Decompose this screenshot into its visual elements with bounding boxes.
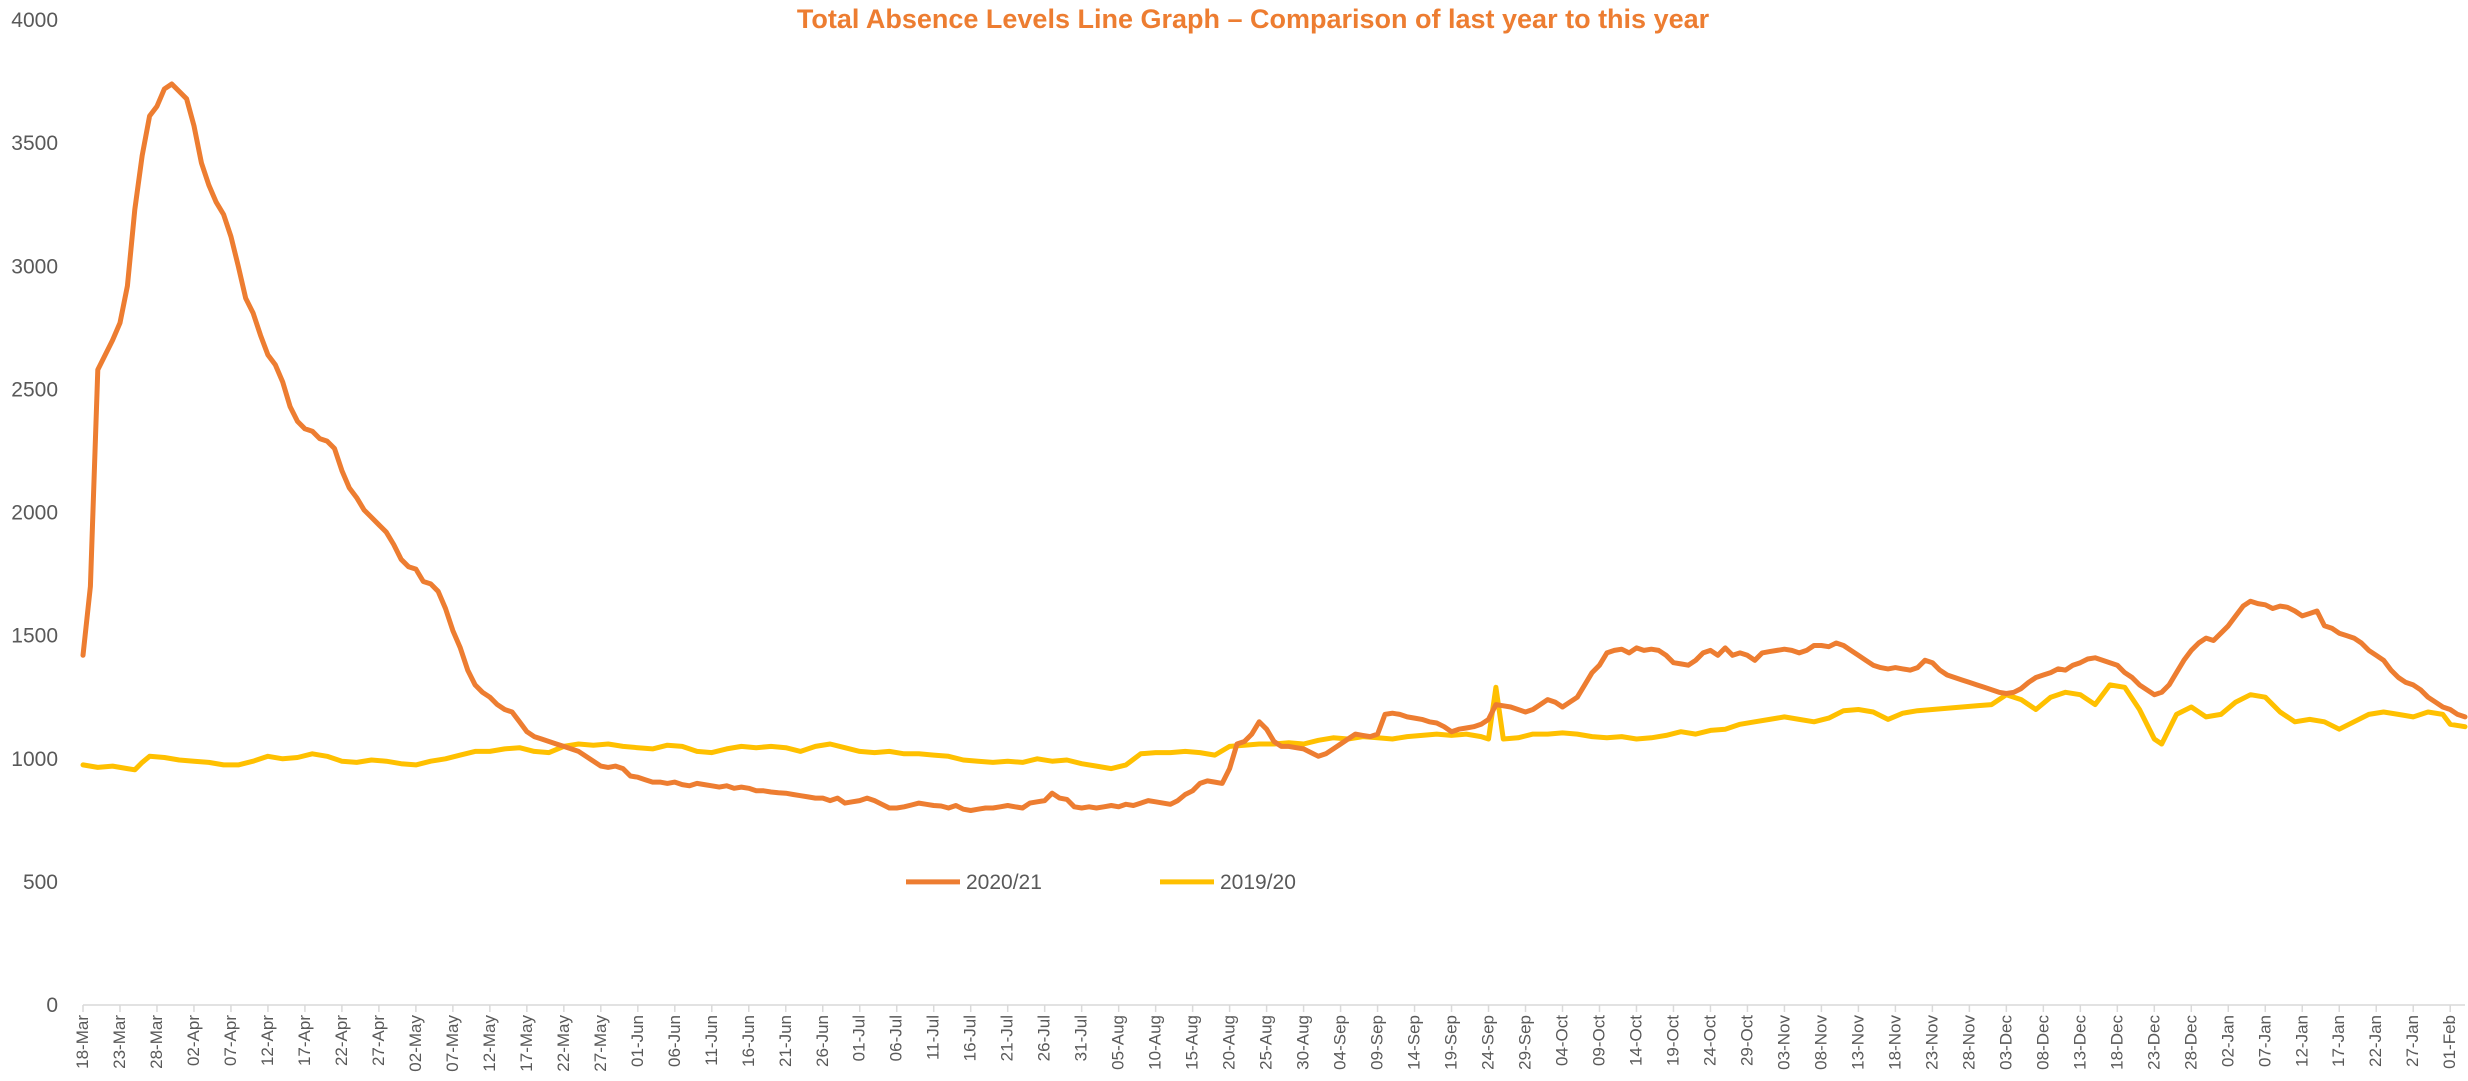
x-tick-label: 30-Aug xyxy=(1294,1015,1313,1070)
x-tick-label: 02-Apr xyxy=(184,1015,203,1066)
y-tick-label: 2500 xyxy=(11,378,58,401)
y-tick-label: 1000 xyxy=(11,748,58,771)
x-tick-label: 08-Dec xyxy=(2033,1015,2052,1070)
y-tick-label: 4000 xyxy=(11,9,58,32)
x-tick-label: 17-Jan xyxy=(2329,1015,2348,1067)
y-tick-label: 3000 xyxy=(11,255,58,278)
x-tick-label: 26-Jul xyxy=(1035,1015,1054,1061)
y-tick-label: 0 xyxy=(46,994,58,1017)
x-tick-label: 01-Jun xyxy=(628,1015,647,1067)
y-tick-label: 1500 xyxy=(11,625,58,648)
x-tick-label: 13-Dec xyxy=(2070,1015,2089,1070)
x-tick-label: 07-May xyxy=(443,1015,462,1072)
y-tick-label: 3500 xyxy=(11,132,58,155)
x-tick-label: 16-Jul xyxy=(961,1015,980,1061)
y-tick-label: 500 xyxy=(23,871,58,894)
x-tick-label: 04-Sep xyxy=(1331,1015,1350,1070)
x-tick-label: 18-Nov xyxy=(1885,1015,1904,1070)
x-tick-label: 04-Oct xyxy=(1553,1015,1572,1066)
x-tick-label: 15-Aug xyxy=(1183,1015,1202,1070)
x-tick-label: 09-Oct xyxy=(1589,1015,1608,1066)
x-tick-label: 28-Nov xyxy=(1959,1015,1978,1070)
x-tick-label: 14-Sep xyxy=(1405,1015,1424,1070)
x-tick-label: 16-Jun xyxy=(739,1015,758,1067)
chart-title: Total Absence Levels Line Graph – Compar… xyxy=(797,4,1710,34)
series-line-2020-21 xyxy=(80,81,2468,813)
x-tick-label: 06-Jul xyxy=(887,1015,906,1061)
x-tick-label: 06-Jun xyxy=(665,1015,684,1067)
x-tick-label: 28-Mar xyxy=(147,1015,166,1069)
x-tick-label: 07-Jan xyxy=(2255,1015,2274,1067)
x-tick-label: 08-Nov xyxy=(1811,1015,1830,1070)
x-tick-label: 18-Dec xyxy=(2107,1015,2126,1070)
x-axis: 18-Mar 23-Mar 28-Mar 02-Apr 07-Apr 12-Apr 17-A… xyxy=(73,1004,2465,1072)
x-tick-label: 11-Jul xyxy=(924,1015,943,1060)
x-tick-label: 10-Aug xyxy=(1146,1015,1165,1070)
x-tick-label: 27-Apr xyxy=(369,1015,388,1066)
x-tick-label: 23-Mar xyxy=(110,1015,129,1069)
x-tick-label: 02-May xyxy=(406,1015,425,1072)
x-tick-label: 27-Jan xyxy=(2403,1015,2422,1067)
x-tick-label: 03-Dec xyxy=(1996,1015,2015,1070)
x-tick-label: 05-Aug xyxy=(1109,1015,1128,1070)
x-tick-label: 24-Sep xyxy=(1479,1015,1498,1070)
x-tick-label: 09-Sep xyxy=(1368,1015,1387,1070)
x-tick-label: 24-Oct xyxy=(1700,1015,1719,1066)
x-tick-label: 12-Apr xyxy=(258,1015,277,1066)
x-tick-label: 21-Jul xyxy=(998,1015,1017,1061)
x-tick-label: 07-Apr xyxy=(221,1015,240,1066)
x-tick-label: 18-Mar xyxy=(73,1015,92,1069)
x-tick-label: 21-Jun xyxy=(776,1015,795,1067)
x-tick-label: 14-Oct xyxy=(1626,1015,1645,1066)
x-tick-label: 01-Jul xyxy=(850,1015,869,1061)
x-tick-label: 23-Dec xyxy=(2144,1015,2163,1070)
x-tick-label: 26-Jun xyxy=(813,1015,832,1067)
legend: 2020/21 2019/20 xyxy=(906,871,1296,894)
x-tick-label: 20-Aug xyxy=(1220,1015,1239,1070)
x-tick-label: 31-Jul xyxy=(1072,1015,1091,1061)
legend-label: 2019/20 xyxy=(1220,871,1296,894)
x-tick-label: 23-Nov xyxy=(1922,1015,1941,1070)
x-tick-label: 12-May xyxy=(480,1015,499,1072)
x-tick-label: 22-May xyxy=(554,1015,573,1072)
x-tick-label: 19-Sep xyxy=(1442,1015,1461,1070)
x-tick-label: 29-Sep xyxy=(1516,1015,1535,1070)
legend-label: 2020/21 xyxy=(966,871,1042,894)
y-axis: 0 500 1000 1500 2000 2500 3000 3500 4000 xyxy=(11,9,58,1017)
x-tick-label: 01-Feb xyxy=(2440,1015,2459,1069)
series-layer xyxy=(80,81,2468,813)
x-tick-label: 22-Jan xyxy=(2366,1015,2385,1067)
y-tick-label: 2000 xyxy=(11,502,58,525)
x-tick-label: 17-Apr xyxy=(295,1015,314,1066)
x-tick-label: 13-Nov xyxy=(1848,1015,1867,1070)
series-line-2019-20 xyxy=(80,682,2468,773)
x-tick-label: 11-Jun xyxy=(702,1015,721,1066)
x-tick-label: 12-Jan xyxy=(2292,1015,2311,1067)
x-tick-label: 19-Oct xyxy=(1663,1015,1682,1066)
x-tick-label: 22-Apr xyxy=(332,1015,351,1066)
x-tick-label: 28-Dec xyxy=(2181,1015,2200,1070)
x-tick-label: 27-May xyxy=(591,1015,610,1072)
x-tick-label: 17-May xyxy=(517,1015,536,1072)
x-tick-label: 29-Oct xyxy=(1737,1015,1756,1066)
x-tick-label: 02-Jan xyxy=(2218,1015,2237,1067)
x-tick-label: 25-Aug xyxy=(1257,1015,1276,1070)
x-tick-label: 03-Nov xyxy=(1774,1015,1793,1070)
